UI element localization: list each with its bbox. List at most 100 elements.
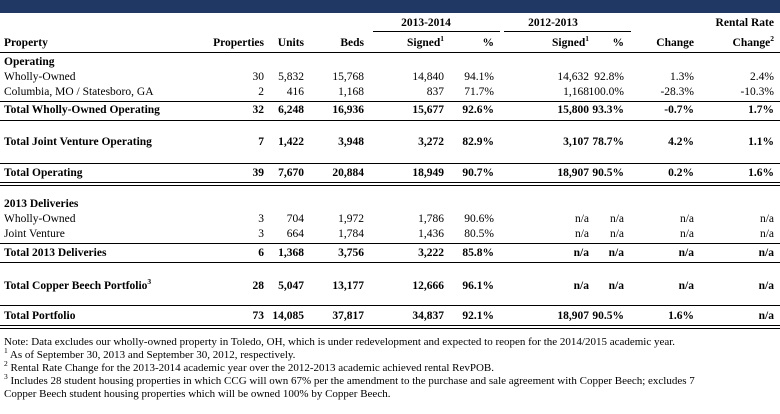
row-label: Joint Venture [4, 228, 65, 240]
table-row: Total 2013 Deliveries 6 1,368 3,756 3,22… [0, 246, 780, 261]
cell: 100.0% [588, 86, 624, 98]
cell: n/a [679, 213, 694, 225]
cell: 14,632 [557, 71, 589, 83]
cell: 1,422 [278, 136, 304, 148]
cell: 3 [258, 228, 264, 240]
row-label: Total Operating [4, 167, 83, 179]
cell: 1,436 [418, 228, 444, 240]
col-rental-change: Change2 [732, 34, 774, 49]
cell: 82.9% [462, 136, 494, 148]
column-header-row: Property Properties Units Beds Signed1 %… [0, 34, 780, 51]
cell: 2.4% [750, 71, 774, 83]
col-properties: Properties [213, 37, 264, 49]
table-row: Total Copper Beech Portfolio3 28 5,047 1… [0, 277, 780, 294]
col-signed-1: Signed1 [407, 34, 444, 49]
row-label: Total Wholly-Owned Operating [4, 104, 160, 116]
col-units: Units [277, 37, 304, 49]
cell: 78.7% [592, 136, 624, 148]
cell: 6 [258, 247, 264, 259]
cell: 4.2% [668, 136, 694, 148]
section-label: 2013 Deliveries [4, 198, 79, 210]
cell: 837 [426, 86, 444, 98]
cell: 1.3% [670, 71, 694, 83]
cell: n/a [758, 280, 774, 292]
cell: 32 [252, 104, 265, 116]
header-underline [0, 52, 780, 53]
cell: n/a [758, 247, 774, 259]
divider [0, 262, 780, 263]
cell: n/a [573, 280, 589, 292]
row-label: Columbia, MO / Statesboro, GA [4, 86, 154, 98]
table-row: Total Joint Venture Operating 7 1,422 3,… [0, 135, 780, 150]
cell: n/a [679, 228, 694, 240]
cell: 34,837 [412, 310, 444, 322]
cell: 1.1% [748, 136, 774, 148]
cell: n/a [574, 228, 589, 240]
cell: 39 [252, 167, 265, 179]
cell: 1,368 [278, 247, 304, 259]
col-signed-2: Signed1 [552, 34, 589, 49]
cell: 92.1% [462, 310, 494, 322]
cell: 2 [258, 86, 264, 98]
cell: 37,817 [332, 310, 364, 322]
row-label: Wholly-Owned [4, 71, 76, 83]
cell: 92.8% [594, 71, 624, 83]
cell: n/a [609, 213, 624, 225]
cell: 3,222 [418, 247, 444, 259]
cell: 16,936 [332, 104, 364, 116]
cell: 1,784 [338, 228, 364, 240]
divider [0, 120, 780, 121]
col-beds: Beds [340, 37, 364, 49]
cell: n/a [574, 213, 589, 225]
cell: 1,786 [418, 213, 444, 225]
note-text: Note: Data excludes our wholly-owned pro… [4, 336, 676, 348]
section-label: Operating [4, 56, 55, 68]
double-divider [0, 325, 780, 329]
cell: -28.3% [660, 86, 694, 98]
cell: -10.3% [740, 86, 774, 98]
table-row: Wholly-Owned 30 5,832 15,768 14,840 94.1… [0, 70, 780, 85]
cell: 96.1% [462, 280, 494, 292]
col-property: Property [4, 37, 48, 49]
table-row: Joint Venture 3 664 1,784 1,436 80.5% n/… [0, 227, 780, 242]
cell: n/a [609, 228, 624, 240]
cell: 3,107 [563, 136, 589, 148]
section-operating: Operating [0, 55, 780, 70]
row-label: Total Portfolio [4, 310, 76, 322]
divider [0, 163, 780, 164]
cell: 1.6% [748, 167, 774, 179]
cell: n/a [759, 213, 774, 225]
rental-rate-header: Rental Rate [715, 17, 774, 29]
footnote-3-continued: Copper Beech student housing properties … [4, 388, 391, 400]
row-label: Total Copper Beech Portfolio3 [4, 277, 152, 292]
cell: 71.7% [464, 86, 494, 98]
cell: 3,272 [418, 136, 444, 148]
period-underline-1 [373, 31, 500, 32]
cell: 18,907 [557, 310, 589, 322]
cell: 15,768 [332, 71, 364, 83]
cell: 3,948 [338, 136, 364, 148]
period-2012-2013: 2012-2013 [528, 17, 578, 29]
cell: 94.1% [464, 71, 494, 83]
row-label: Total 2013 Deliveries [4, 247, 107, 259]
cell: n/a [758, 310, 774, 322]
divider [0, 101, 780, 102]
cell: n/a [608, 280, 624, 292]
footnote-3: 3 Includes 28 student housing properties… [4, 372, 695, 387]
cell: 12,666 [412, 280, 444, 292]
cell: 80.5% [464, 228, 494, 240]
period-header-row: 2013-2014 2012-2013 Rental Rate [0, 16, 780, 31]
col-pct-1: % [482, 37, 495, 49]
period-2013-2014: 2013-2014 [401, 17, 451, 29]
cell: 5,047 [278, 280, 304, 292]
cell: 1.6% [668, 310, 694, 322]
cell: 92.6% [462, 104, 494, 116]
table-row: Total Operating 39 7,670 20,884 18,949 9… [0, 166, 780, 181]
cell: 73 [252, 310, 265, 322]
cell: 416 [286, 86, 304, 98]
cell: 14,840 [412, 71, 444, 83]
divider [0, 305, 780, 306]
col-pct-2: % [612, 37, 625, 49]
col-change: Change [656, 37, 694, 49]
table-row: Wholly-Owned 3 704 1,972 1,786 90.6% n/a… [0, 212, 780, 227]
